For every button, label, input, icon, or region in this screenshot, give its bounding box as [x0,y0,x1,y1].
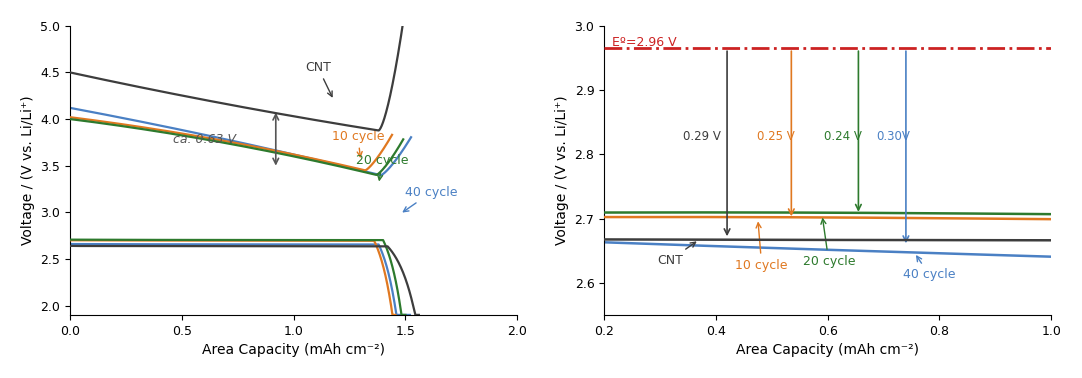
Y-axis label: Voltage / (V vs. Li/Li⁺): Voltage / (V vs. Li/Li⁺) [21,96,35,245]
Text: 0.29 V: 0.29 V [683,130,721,143]
X-axis label: Area Capacity (mAh cm⁻²): Area Capacity (mAh cm⁻²) [202,343,385,357]
Text: 10 cycle: 10 cycle [736,223,788,272]
Text: CNT: CNT [305,60,332,96]
Text: 20 cycle: 20 cycle [356,154,409,180]
Text: 40 cycle: 40 cycle [903,256,955,281]
Text: 0.30V: 0.30V [876,130,911,143]
Text: CNT: CNT [657,242,696,266]
X-axis label: Area Capacity (mAh cm⁻²): Area Capacity (mAh cm⁻²) [736,343,920,357]
Text: 20 cycle: 20 cycle [803,219,855,268]
Text: ca. 0.63 V: ca. 0.63 V [173,133,236,146]
Text: 40 cycle: 40 cycle [404,186,458,212]
Text: Eº=2.96 V: Eº=2.96 V [612,36,677,50]
Y-axis label: Voltage / (V vs. Li/Li⁺): Voltage / (V vs. Li/Li⁺) [555,96,569,245]
Text: 0.25 V: 0.25 V [756,130,794,143]
Text: 10 cycle: 10 cycle [332,130,384,157]
Text: 0.24 V: 0.24 V [824,130,862,143]
